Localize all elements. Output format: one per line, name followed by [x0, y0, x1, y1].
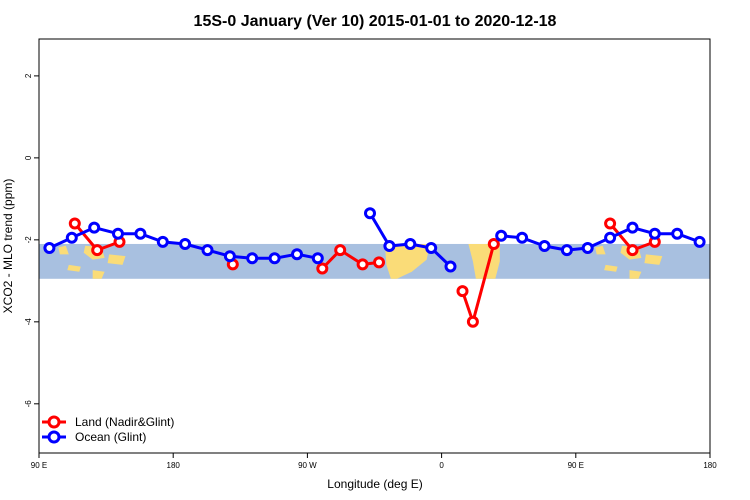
- data-point-ocean: [604, 231, 617, 244]
- data-point-ocean: [516, 231, 529, 244]
- land-mass: [629, 270, 642, 279]
- data-point-ocean: [648, 227, 661, 240]
- data-point-land: [334, 244, 347, 257]
- data-point-land: [456, 285, 469, 298]
- data-point-ocean: [560, 244, 573, 257]
- land-mass: [644, 254, 663, 265]
- data-point-ocean: [223, 250, 236, 263]
- data-point-land: [466, 315, 479, 328]
- land-mass: [58, 245, 69, 255]
- data-point-ocean: [538, 240, 551, 252]
- legend-marker-ocean: [47, 430, 61, 444]
- land-mass: [92, 270, 105, 279]
- axes-group: 90 E 180 90 W 0 90 E 180 2 0 -2 -4 -6: [24, 73, 717, 470]
- data-point-ocean: [156, 235, 169, 248]
- data-point-land: [91, 244, 104, 257]
- data-point-ocean: [383, 240, 396, 252]
- land-mass: [67, 264, 81, 272]
- series-layer: [43, 207, 706, 328]
- land-mass: [384, 244, 430, 279]
- data-point-ocean: [134, 227, 147, 240]
- data-point-land: [356, 258, 369, 271]
- series-land: [68, 217, 661, 328]
- legend-label-land: Land (Nadir&Glint): [75, 415, 174, 429]
- data-point-ocean: [581, 242, 594, 254]
- data-point-ocean: [179, 238, 192, 250]
- data-point-ocean: [626, 221, 639, 234]
- data-point-ocean: [495, 229, 508, 242]
- land-mass: [604, 264, 618, 272]
- data-point-ocean: [693, 235, 706, 248]
- legend: Land (Nadir&Glint) Ocean (Glint): [42, 415, 174, 444]
- y-tick-label: -4: [24, 318, 33, 326]
- y-tick-label: -6: [24, 400, 33, 408]
- data-point-land: [604, 217, 617, 230]
- x-tick-label: 90 E: [568, 461, 584, 470]
- data-point-ocean: [291, 248, 303, 261]
- land-mass: [595, 245, 606, 255]
- x-tick-label: 0: [439, 461, 444, 470]
- x-tick-label: 180: [703, 461, 717, 470]
- x-tick-label: 90 W: [298, 461, 317, 470]
- x-tick-label: 180: [167, 461, 181, 470]
- data-point-ocean: [65, 231, 78, 244]
- data-point-ocean: [444, 260, 457, 273]
- y-axis-label: XCO2 - MLO trend (ppm): [1, 179, 15, 314]
- data-point-ocean: [404, 238, 417, 250]
- data-point-ocean: [671, 227, 684, 240]
- plot-frame: [38, 38, 711, 454]
- y-tick-label: 2: [24, 73, 33, 78]
- data-point-ocean: [425, 242, 438, 254]
- data-point-ocean: [268, 252, 281, 265]
- data-point-ocean: [43, 242, 56, 254]
- legend-label-ocean: Ocean (Glint): [75, 430, 146, 444]
- data-point-ocean: [246, 252, 259, 265]
- data-point-land: [316, 262, 329, 275]
- land-mass: [107, 254, 126, 265]
- data-point-ocean: [311, 252, 324, 265]
- series-line-land: [321, 248, 380, 270]
- data-point-ocean: [201, 244, 214, 257]
- data-point-land: [487, 238, 500, 250]
- y-tick-label: 0: [24, 155, 33, 160]
- data-point-ocean: [112, 227, 124, 240]
- chart-title: 15S-0 January (Ver 10) 2015-01-01 to 202…: [194, 13, 557, 30]
- data-point-ocean: [88, 221, 101, 234]
- data-point-land: [68, 217, 81, 230]
- data-point-ocean: [364, 207, 376, 220]
- legend-marker-land: [47, 415, 61, 429]
- data-point-land: [373, 256, 385, 269]
- data-point-land: [626, 244, 639, 257]
- x-axis-label: Longitude (deg E): [327, 477, 422, 491]
- series-line-ocean: [501, 226, 701, 252]
- y-tick-label: -2: [24, 236, 33, 244]
- x-tick-label: 90 E: [31, 461, 47, 470]
- series-ocean: [43, 207, 706, 273]
